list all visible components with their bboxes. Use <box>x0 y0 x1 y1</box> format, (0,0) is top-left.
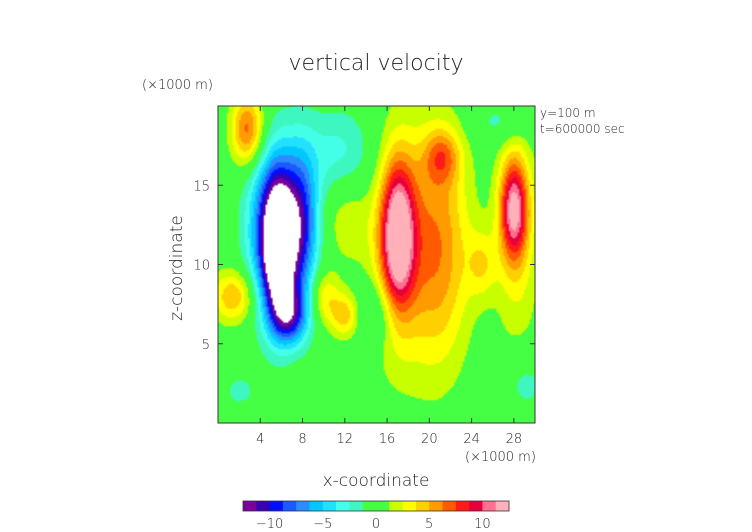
chart-title: vertical velocity <box>288 51 463 76</box>
colorbar-cell <box>495 501 510 511</box>
y-tick-label: 15 <box>193 179 210 194</box>
colorbar-cell <box>469 501 483 511</box>
y-unit-label: (×1000 m) <box>142 78 213 93</box>
annotation-time: t=600000 sec <box>540 122 625 136</box>
x-axis-ticks: 4 8 12 16 20 24 28 <box>256 106 522 447</box>
colorbar-tick-label: 5 <box>425 517 433 532</box>
colorbar-cell <box>256 501 270 511</box>
colorbar-tick-label: 0 <box>372 517 380 532</box>
x-tick-label: 16 <box>379 432 396 447</box>
colorbar-cell <box>455 501 470 511</box>
colorbar-cell <box>429 501 443 511</box>
colorbar-frame <box>242 500 510 512</box>
colorbar-cell <box>389 501 403 511</box>
x-axis-title: x-coordinate <box>323 471 430 491</box>
x-tick-label: 20 <box>421 432 438 447</box>
x-tick-label: 8 <box>298 432 306 447</box>
colorbar-cell <box>336 501 350 511</box>
x-tick-label: 28 <box>506 432 523 447</box>
x-tick-label: 12 <box>337 432 354 447</box>
colorbar-cells <box>243 501 510 511</box>
colorbar-cell <box>402 501 417 511</box>
colorbar-cell <box>243 501 257 511</box>
colorbar-cell <box>415 501 430 511</box>
colorbar-cell <box>309 501 324 511</box>
annotation-y-position: y=100 m <box>540 106 596 120</box>
y-tick-label: 10 <box>193 259 210 274</box>
colorbar: −10 −5 0 5 10 <box>242 500 510 532</box>
colorbar-tick-label: −5 <box>313 517 332 532</box>
x-tick-label: 4 <box>256 432 264 447</box>
colorbar-cell <box>282 501 297 511</box>
y-axis-ticks: 5 10 15 <box>193 179 535 353</box>
plot-area: 4 8 12 16 20 24 28 5 10 15 <box>193 105 536 447</box>
y-tick-label: 5 <box>202 338 210 353</box>
colorbar-cell <box>376 501 390 511</box>
velocity-field <box>218 106 535 423</box>
colorbar-cell <box>296 501 310 511</box>
colorbar-cell <box>482 501 497 511</box>
colorbar-cell <box>322 501 337 511</box>
colorbar-tick-label: 10 <box>474 517 491 532</box>
colorbar-cell <box>269 501 284 511</box>
colorbar-cell <box>442 501 457 511</box>
x-unit-label: (×1000 m) <box>465 450 536 465</box>
colorbar-tick-label: −10 <box>256 517 283 532</box>
y-axis-title: z-coordinate <box>167 215 187 321</box>
x-tick-label: 24 <box>463 432 480 447</box>
colorbar-cell <box>362 501 377 511</box>
colorbar-cell <box>349 501 364 511</box>
colorbar-ticks: −10 −5 0 5 10 <box>256 517 491 532</box>
